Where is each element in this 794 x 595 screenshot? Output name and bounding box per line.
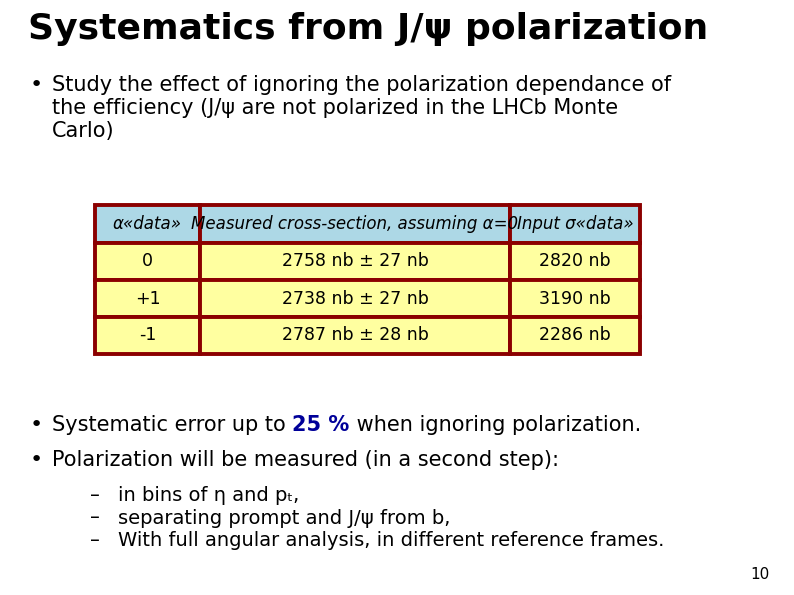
Bar (95, 243, 200, 280)
Text: With full angular analysis, in different reference frames.: With full angular analysis, in different… (118, 531, 665, 550)
Bar (510, 205, 640, 243)
Bar (200, 243, 510, 280)
Bar (510, 243, 640, 280)
Text: Carlo): Carlo) (52, 121, 114, 142)
Text: 0: 0 (142, 252, 153, 271)
Bar (95, 317, 200, 354)
Text: 25 %: 25 % (292, 415, 349, 435)
Bar (200, 280, 510, 317)
Bar (95, 280, 200, 317)
Text: Study the effect of ignoring the polarization dependance of: Study the effect of ignoring the polariz… (52, 75, 671, 95)
Text: 2286 nb: 2286 nb (539, 327, 611, 345)
Bar (510, 317, 640, 354)
Text: in bins of η and pₜ,: in bins of η and pₜ, (118, 486, 299, 505)
Bar (510, 280, 640, 317)
Text: 2820 nb: 2820 nb (539, 252, 611, 271)
Text: 2787 nb ± 28 nb: 2787 nb ± 28 nb (282, 327, 429, 345)
Text: 2758 nb ± 27 nb: 2758 nb ± 27 nb (282, 252, 429, 271)
Text: •: • (30, 75, 43, 95)
Text: Polarization will be measured (in a second step):: Polarization will be measured (in a seco… (52, 450, 559, 470)
Text: -1: -1 (139, 327, 156, 345)
Text: •: • (30, 415, 43, 435)
Text: Systematic error up to: Systematic error up to (52, 415, 292, 435)
Text: 3190 nb: 3190 nb (539, 290, 611, 308)
Text: Input σ«data»: Input σ«data» (517, 215, 634, 233)
Bar (95, 205, 200, 243)
Bar (200, 317, 510, 354)
Text: +1: +1 (135, 290, 160, 308)
Text: –: – (90, 509, 100, 528)
Text: Systematics from J/ψ polarization: Systematics from J/ψ polarization (28, 12, 708, 46)
Text: 10: 10 (751, 567, 770, 582)
Text: Measured cross-section, assuming α=0: Measured cross-section, assuming α=0 (191, 215, 518, 233)
Text: –: – (90, 486, 100, 505)
Text: –: – (90, 531, 100, 550)
Text: α«data»: α«data» (113, 215, 182, 233)
Text: separating prompt and J/ψ from b,: separating prompt and J/ψ from b, (118, 509, 450, 528)
Text: •: • (30, 450, 43, 470)
Text: when ignoring polarization.: when ignoring polarization. (349, 415, 641, 435)
Bar (200, 205, 510, 243)
Text: the efficiency (J/ψ are not polarized in the LHCb Monte: the efficiency (J/ψ are not polarized in… (52, 98, 618, 118)
Text: 2738 nb ± 27 nb: 2738 nb ± 27 nb (282, 290, 429, 308)
